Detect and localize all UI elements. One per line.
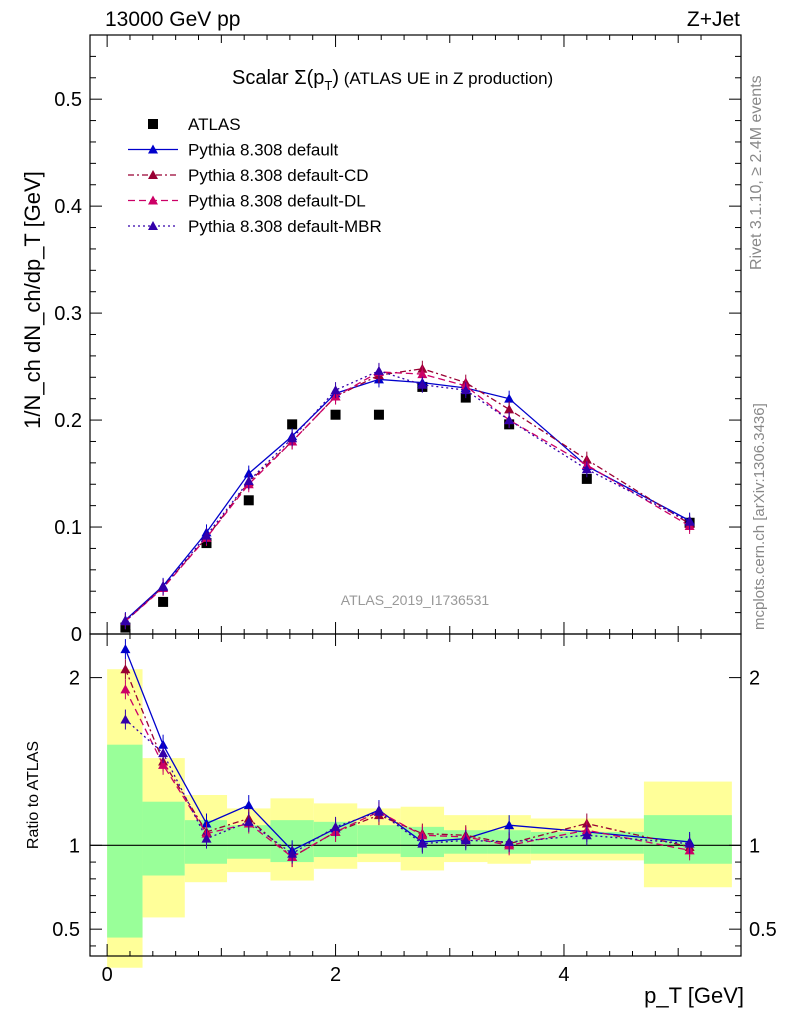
ratio-point-2-1	[158, 759, 169, 769]
main-y-tick-label-0.3: 0.3	[54, 303, 82, 325]
main-series-3	[120, 363, 695, 630]
mc-point-3-7	[417, 369, 428, 379]
mc-point-4-3	[243, 476, 254, 486]
x-tick-label-2: 2	[330, 964, 341, 986]
ratio-series-line-3	[124, 719, 690, 855]
mc-point-4-11	[684, 516, 695, 526]
mc-point-4-4	[287, 433, 298, 443]
mc-point-4-7	[417, 379, 428, 389]
ratio-y-axis-label: Ratio to ATLAS	[25, 741, 42, 849]
legend-marker-1	[148, 144, 158, 154]
x-axis-label: p_T [GeV]	[644, 983, 744, 1008]
ratio-y-tick-label-left-1: 1	[69, 835, 80, 857]
legend-label-1: Pythia 8.308 default	[188, 141, 339, 160]
main-series-line-1	[124, 378, 690, 621]
ratio-y-tick-label-right-0.5: 0.5	[749, 919, 777, 941]
mc-point-4-2	[201, 530, 212, 540]
mc-point-4-0	[120, 616, 131, 626]
ratio-uncertainty-bands	[107, 669, 732, 968]
ratio-point-3-1	[158, 748, 169, 758]
main-plot-series	[120, 360, 695, 633]
header-process-label: Z+Jet	[686, 8, 740, 31]
ratio-plot-frame	[89, 633, 742, 957]
ratio-point-3-11	[684, 838, 695, 848]
ratio-point-3-4	[287, 848, 298, 858]
legend-label-3: Pythia 8.308 default-DL	[188, 192, 366, 211]
ratio-series-line-2	[124, 689, 690, 858]
ratio-point-3-10	[581, 830, 592, 840]
axis-ticks	[90, 35, 741, 956]
x-tick-label-4: 4	[558, 964, 569, 986]
ratio-y-tick-label-left-2: 2	[69, 668, 80, 690]
ratio-series-line-0	[124, 648, 690, 852]
ratio-series-line-1	[124, 668, 690, 858]
ratio-point-0-3	[243, 800, 254, 810]
axis-tick-labels: 0 2 4 0 0.1 0.2 0.3 0.4 0.5 0.5 0.5 1 1 2 2	[52, 89, 777, 986]
main-y-tick-label-0.2: 0.2	[54, 410, 82, 432]
ratio-point-3-7	[417, 838, 428, 848]
main-y-axis-label: 1/N_ch dN_ch/dp_T [GeV]	[20, 171, 45, 429]
mc-point-4-5	[330, 385, 341, 395]
main-series-line-2	[124, 368, 690, 622]
ratio-point-3-0	[120, 714, 131, 724]
legend-marker-3	[148, 195, 158, 205]
ratio-point-0-0	[120, 644, 131, 654]
legend-marker-0	[148, 119, 158, 129]
atlas-point-10	[581, 473, 592, 484]
ratio-y-tick-label-left-0.5: 0.5	[52, 919, 80, 941]
x-tick-label-0: 0	[102, 964, 113, 986]
ratio-series-3	[120, 709, 695, 864]
ratio-y-tick-label-right-1: 1	[749, 835, 760, 857]
atlas-point-1	[158, 596, 169, 607]
mc-point-4-10	[581, 464, 592, 474]
mc-point-2-9	[504, 404, 515, 414]
main-y-tick-label-0.4: 0.4	[54, 196, 82, 218]
main-series-line-4	[124, 370, 690, 622]
analysis-tag: ATLAS_2019_I1736531	[341, 592, 490, 608]
legend-marker-4	[148, 221, 158, 230]
legend-label-4: Pythia 8.308 default-MBR	[188, 217, 382, 236]
legend: ATLAS Pythia 8.308 default Pythia 8.308 de…	[128, 115, 382, 236]
band-green-0	[107, 744, 143, 938]
rivet-version-label: Rivet 3.1.10, ≥ 2.4M events	[748, 75, 765, 270]
mc-point-1-9	[504, 393, 515, 403]
atlas-point-4	[287, 419, 298, 430]
ratio-point-0-9	[504, 820, 515, 830]
main-series-4	[120, 362, 695, 630]
main-series-1	[120, 371, 695, 629]
mc-point-4-8	[460, 385, 471, 395]
mc-point-4-1	[158, 581, 169, 591]
mcplots-label: mcplots.cern.ch [arXiv:1306.3436]	[751, 403, 768, 630]
legend-label-0: ATLAS	[188, 115, 241, 134]
main-series-line-3	[124, 371, 690, 622]
ratio-y-tick-label-right-2: 2	[749, 668, 760, 690]
ratio-point-3-3	[243, 816, 254, 826]
band-green-1	[142, 801, 185, 876]
ratio-point-3-6	[373, 806, 384, 816]
main-series-2	[120, 360, 695, 630]
main-y-tick-label-0.1: 0.1	[54, 517, 82, 539]
band-green-6	[357, 825, 401, 854]
chart-title: Scalar Σ(pT) (ATLAS UE in Z production)	[232, 67, 553, 93]
legend-marker-2	[148, 170, 158, 179]
ratio-point-3-2	[201, 833, 212, 843]
axis-labels: Scalar Σ(pT) (ATLAS UE in Z production) A…	[20, 67, 768, 1008]
atlas-point-3	[243, 495, 254, 506]
ratio-point-3-5	[330, 821, 341, 831]
mc-point-4-9	[504, 415, 515, 425]
ratio-point-3-8	[460, 835, 471, 845]
mc-point-4-6	[373, 365, 384, 375]
ratio-point-2-0	[120, 684, 131, 694]
atlas-point-6	[373, 409, 384, 420]
header-collision-label: 13000 GeV pp	[105, 8, 241, 31]
main-y-tick-label-0: 0	[71, 624, 82, 646]
ratio-plot-series	[120, 639, 695, 868]
main-y-tick-label-0.5: 0.5	[54, 89, 82, 111]
atlas-point-5	[330, 409, 341, 420]
ratio-point-3-9	[504, 836, 515, 846]
legend-label-2: Pythia 8.308 default-CD	[188, 166, 369, 185]
ratio-point-1-0	[120, 664, 131, 674]
